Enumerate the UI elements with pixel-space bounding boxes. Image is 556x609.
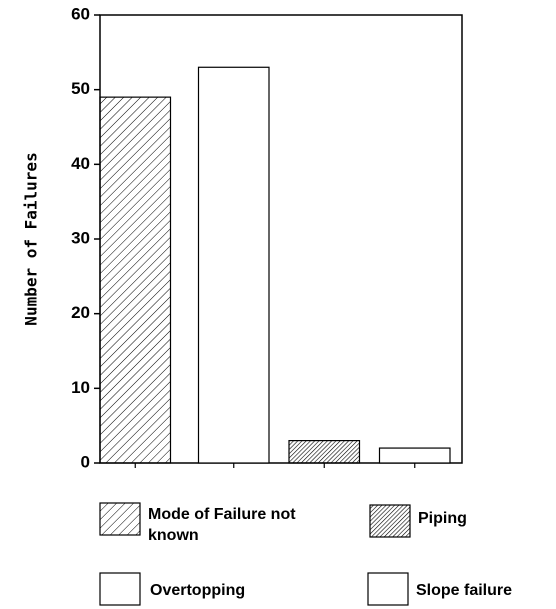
legend-swatch <box>99 502 141 536</box>
y-tick-label: 40 <box>71 154 90 173</box>
bar <box>99 96 172 464</box>
legend-swatch <box>369 504 411 538</box>
y-tick-label: 10 <box>71 378 90 397</box>
bar <box>378 447 451 464</box>
legend-label: Slope failure <box>416 582 513 599</box>
legend-swatch <box>367 572 409 606</box>
bar <box>197 66 270 464</box>
y-tick-label: 30 <box>71 228 90 247</box>
legend-label: Piping <box>418 510 467 527</box>
y-tick-label: 50 <box>71 79 90 98</box>
y-tick-label: 60 <box>71 4 90 23</box>
legend-swatch <box>99 572 141 606</box>
y-tick-label: 20 <box>71 303 90 322</box>
y-tick-label: 0 <box>81 452 90 471</box>
bar <box>288 440 361 464</box>
y-axis-label: Number of Failures <box>22 152 41 325</box>
legend-label: Mode of Failure not known <box>148 506 296 544</box>
legend-label: Overtopping <box>150 582 246 599</box>
